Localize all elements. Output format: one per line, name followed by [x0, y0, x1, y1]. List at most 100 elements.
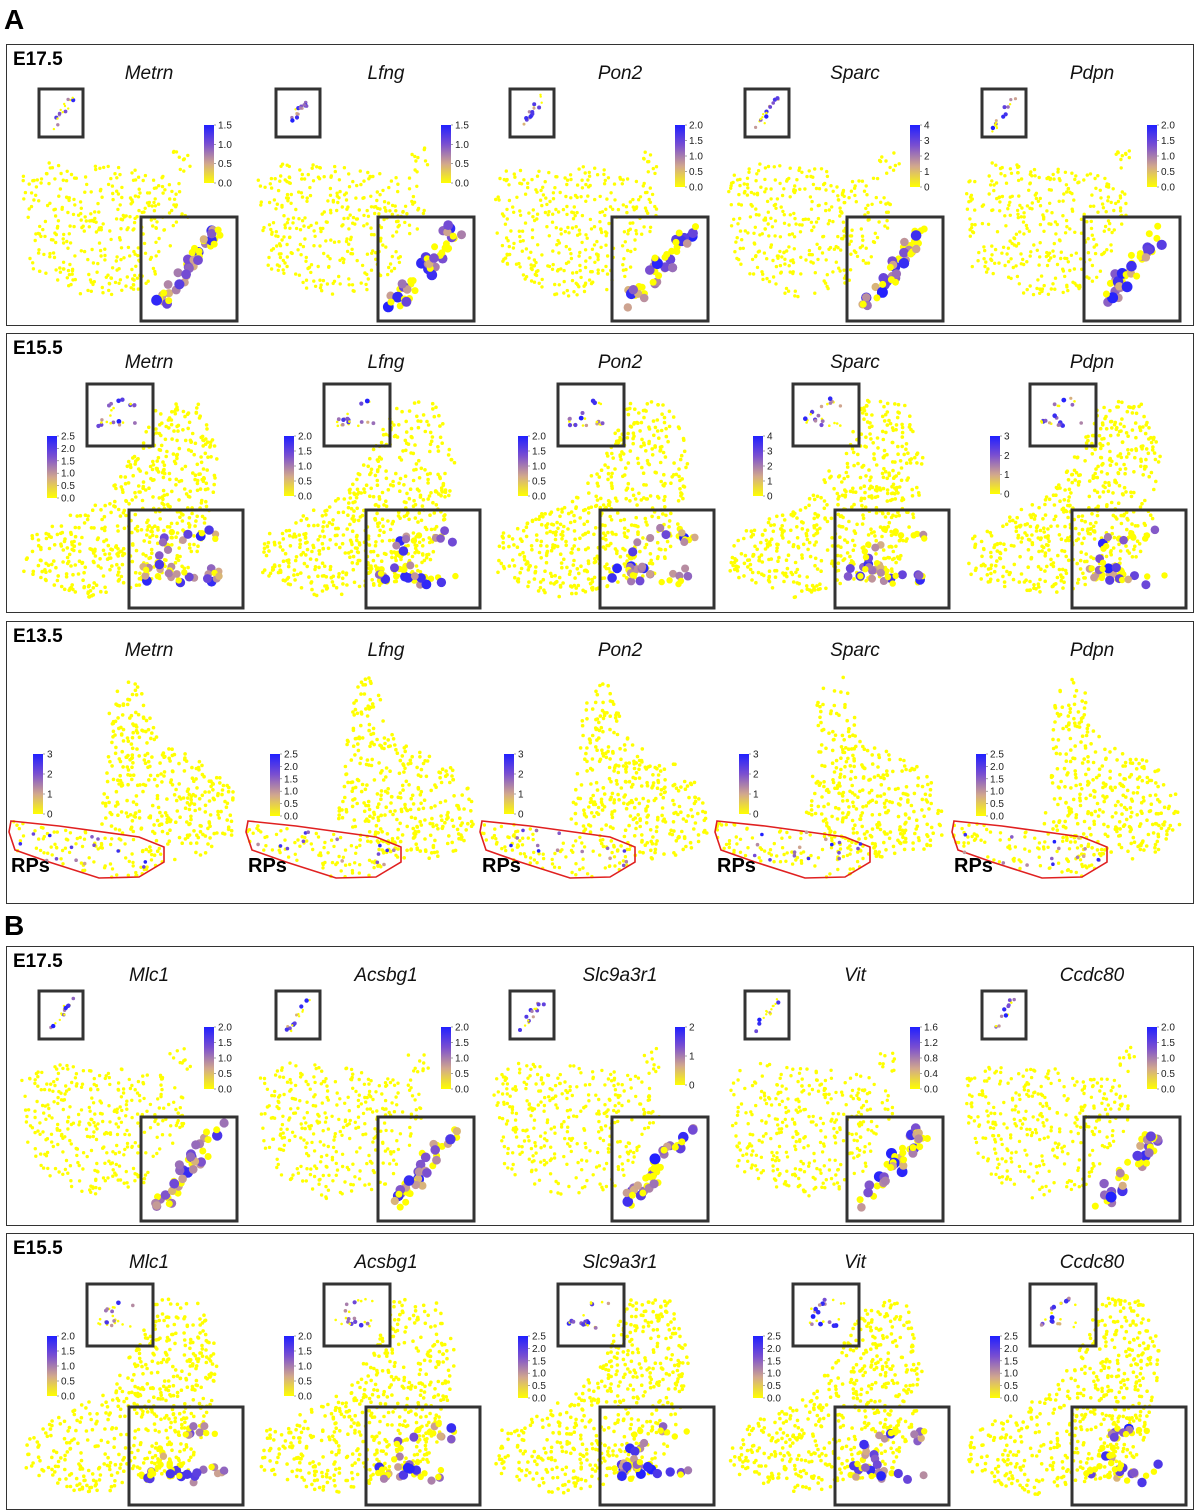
- cell-point: [556, 527, 560, 531]
- inset-point: [892, 573, 898, 579]
- cell-point: [1023, 215, 1026, 218]
- cell-point: [415, 415, 419, 419]
- cell-point: [767, 558, 771, 562]
- cell-point: [968, 179, 971, 182]
- cell-point: [1032, 243, 1035, 246]
- cell-point: [739, 247, 742, 250]
- cell-point: [65, 179, 68, 182]
- cell-point: [848, 555, 852, 559]
- cell-point: [808, 541, 812, 545]
- cell-point: [506, 239, 509, 242]
- cell-point: [1073, 469, 1077, 473]
- cell-point: [578, 537, 582, 541]
- cell-point: [738, 217, 741, 220]
- cell-point: [342, 261, 345, 264]
- small-inset-point: [72, 97, 74, 99]
- cell-point: [191, 432, 195, 436]
- cell-point: [783, 251, 786, 254]
- cell-point: [92, 586, 96, 590]
- cell-point: [367, 277, 370, 280]
- cell-point: [603, 182, 606, 185]
- cell-point: [305, 256, 308, 259]
- cell-point: [1117, 151, 1120, 154]
- cell-point: [837, 267, 840, 270]
- section-letter: A: [4, 4, 24, 36]
- cell-point: [969, 573, 973, 577]
- cell-point: [341, 542, 345, 546]
- cell-point: [142, 179, 145, 182]
- cell-point: [1013, 563, 1017, 567]
- cell-point: [497, 195, 500, 198]
- cell-point: [753, 529, 757, 533]
- cell-point: [39, 181, 42, 184]
- cell-point: [372, 448, 376, 452]
- cell-point: [887, 512, 891, 516]
- cell-point: [99, 249, 102, 252]
- cell-point: [788, 264, 791, 267]
- small-inset-point: [764, 122, 766, 124]
- cell-point: [1124, 202, 1127, 205]
- cell-point: [119, 258, 122, 261]
- cell-point: [682, 438, 686, 442]
- small-inset-point: [819, 423, 823, 427]
- cell-point: [512, 543, 516, 547]
- cell-point: [799, 508, 803, 512]
- cell-point: [1094, 252, 1097, 255]
- cell-point: [882, 405, 886, 409]
- cell-point: [113, 500, 117, 504]
- cell-point: [1035, 287, 1038, 290]
- cell-point: [812, 517, 816, 521]
- cell-point: [881, 472, 885, 476]
- cell-point: [900, 499, 904, 503]
- colorbar-tick-label: 1.5: [689, 136, 703, 147]
- cell-point: [68, 273, 71, 276]
- cell-point: [556, 239, 559, 242]
- cell-point: [787, 223, 790, 226]
- cell-point: [575, 211, 578, 214]
- cell-point: [300, 586, 304, 590]
- cell-point: [362, 196, 365, 199]
- cell-point: [337, 275, 340, 278]
- cell-point: [606, 466, 610, 470]
- cell-point: [178, 156, 181, 159]
- cell-point: [1060, 251, 1063, 254]
- cell-point: [163, 463, 167, 467]
- cell-point: [1104, 225, 1107, 228]
- cell-point: [902, 453, 906, 457]
- cell-point: [63, 588, 67, 592]
- cell-point: [155, 220, 158, 223]
- cell-point: [562, 269, 565, 272]
- cell-point: [990, 179, 993, 182]
- cell-point: [387, 266, 390, 269]
- cell-point: [66, 276, 69, 279]
- cell-point: [162, 476, 166, 480]
- cell-point: [660, 429, 664, 433]
- cell-point: [763, 190, 766, 193]
- small-inset-point: [821, 419, 825, 423]
- cell-point: [1106, 472, 1110, 476]
- colorbar-tick-label: 0: [767, 492, 773, 503]
- cell-point: [272, 221, 275, 224]
- cell-point: [108, 568, 112, 572]
- cell-point: [1110, 231, 1113, 234]
- cell-point: [586, 194, 589, 197]
- cell-point: [1037, 200, 1040, 203]
- cell-point: [148, 535, 152, 539]
- cell-point: [1088, 258, 1091, 261]
- cell-point: [391, 213, 394, 216]
- inset-point: [636, 576, 645, 585]
- cell-point: [664, 455, 668, 459]
- cell-point: [1012, 236, 1015, 239]
- cell-point: [1079, 559, 1083, 563]
- cell-point: [857, 179, 860, 182]
- cell-point: [131, 474, 135, 478]
- cell-point: [533, 577, 537, 581]
- cell-point: [50, 563, 54, 567]
- cell-point: [752, 533, 756, 537]
- cell-point: [831, 270, 834, 273]
- cell-point: [799, 256, 802, 259]
- cell-point: [205, 423, 209, 427]
- cell-point: [886, 402, 890, 406]
- cell-point: [35, 533, 39, 537]
- cell-point: [783, 213, 786, 216]
